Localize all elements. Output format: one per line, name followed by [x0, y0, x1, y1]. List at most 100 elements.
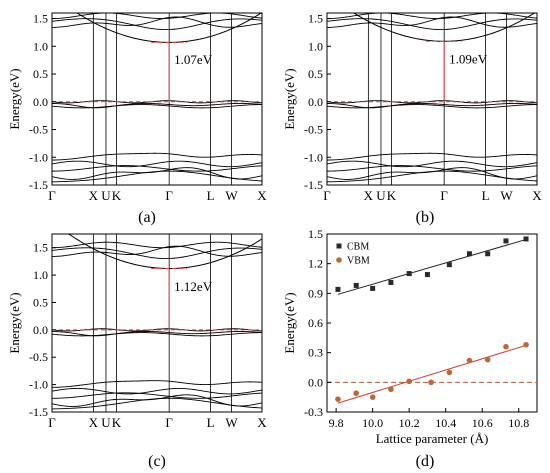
k-point-label: X	[89, 188, 99, 203]
gap-label-c: 1.12eV	[174, 279, 213, 294]
cbm-point	[424, 272, 430, 278]
y-tick-label: 1.5	[33, 241, 48, 255]
legend-marker-cbm	[336, 243, 342, 249]
vbm-point	[335, 396, 341, 402]
y-tick-label: -1.5	[304, 178, 323, 192]
k-point-label: W	[225, 415, 238, 430]
k-point-label: L	[207, 415, 215, 430]
vbm-point	[484, 356, 491, 363]
valence-band	[51, 331, 263, 337]
axes-frame-a	[51, 12, 263, 186]
panel-label-d: (d)	[416, 453, 435, 470]
x-tick-label: 10.4	[435, 416, 456, 430]
valence-band	[326, 170, 538, 183]
y-tick-label: -0.3	[304, 405, 323, 419]
y-tick-label: 0.0	[33, 323, 48, 337]
y-tick-label: 0.0	[33, 95, 48, 109]
valence-band	[327, 152, 538, 161]
axes-frame-c	[51, 233, 263, 413]
vbm-point	[523, 341, 529, 348]
conduction-band	[327, 12, 537, 42]
cbm-point	[353, 282, 359, 288]
gap-label-b: 1.09eV	[449, 52, 488, 67]
legend-d: CBM VBM	[336, 242, 370, 267]
valence-band	[51, 332, 263, 337]
k-point-label: K	[387, 188, 397, 203]
y-tick-label: 0.0	[308, 95, 323, 109]
fit-lines-d	[337, 238, 529, 404]
vbm-point	[353, 390, 360, 397]
conduction-band	[326, 18, 538, 31]
x-tick-label: 10.0	[362, 416, 383, 430]
valence-band	[326, 104, 537, 109]
cbm-point	[466, 251, 472, 257]
highsym-lines-a	[92, 13, 232, 185]
y-tick-label: 0.3	[308, 346, 323, 360]
legend-label: CBM	[347, 242, 369, 253]
conduction-band	[51, 16, 263, 28]
cbm-point	[406, 271, 412, 277]
cbm-point	[503, 238, 509, 244]
valence-band	[51, 392, 263, 399]
conduction-band	[51, 12, 263, 20]
conduction-band	[326, 16, 538, 28]
valence-band	[51, 387, 263, 395]
cbm-point	[388, 279, 394, 285]
vbm-point	[503, 343, 509, 350]
k-point-label: X	[257, 188, 267, 203]
y-axis-label-d: Energy(eV)	[282, 292, 297, 353]
cbm-point	[485, 251, 491, 257]
valence-band	[326, 160, 538, 168]
valence-band	[326, 102, 538, 109]
vbm-point	[428, 379, 434, 386]
panel-d: 9.8 10.0 10.2 10.4 10.6 10.8 1.5 1.2 0.9 0.6 0.3 0…	[282, 227, 538, 470]
valence-band	[52, 152, 263, 161]
x-tick-label: 10.2	[399, 416, 420, 430]
conduction-band	[51, 18, 263, 31]
k-point-label: W	[225, 188, 238, 203]
vbm-point	[446, 369, 453, 376]
vbm-point	[369, 394, 376, 400]
scatter-points-d	[335, 236, 529, 402]
y-tick-label: -1.5	[29, 178, 48, 192]
highsym-lines-c	[92, 234, 232, 412]
k-point-label: Γ	[165, 415, 173, 430]
k-point-label: Γ	[48, 188, 56, 203]
y-tick-label: 1.2	[308, 257, 323, 271]
y-tick-label: 1.0	[33, 39, 48, 53]
y-tick-label: 0.5	[308, 67, 323, 81]
k-point-label: X	[89, 415, 99, 430]
conduction-band	[51, 241, 263, 249]
fit-line-vbm	[337, 344, 529, 404]
band-lines-a	[51, 12, 263, 183]
k-point-label: X	[257, 415, 267, 430]
y-ticks-b: 1.5 1.0 0.5 0.0 -0.5 -1.0 -1.5	[304, 12, 331, 192]
y-tick-label: 1.5	[308, 12, 323, 26]
axes-frame-b	[326, 12, 538, 186]
k-point-label: U	[101, 188, 111, 203]
highsym-lines-b	[367, 13, 507, 185]
k-point-label: K	[112, 188, 122, 203]
k-point-label: Γ	[323, 188, 331, 203]
y-tick-label: 1.0	[308, 39, 323, 53]
k-point-label: U	[101, 415, 111, 430]
panel-label-b: (b)	[416, 209, 435, 226]
y-tick-label: 0.9	[308, 286, 323, 300]
x-tick-label: 9.8	[329, 416, 344, 430]
y-tick-label: -1.0	[304, 150, 323, 164]
x-tick-label: 10.8	[508, 416, 529, 430]
k-point-label: Γ	[165, 188, 173, 203]
valence-band	[51, 165, 263, 172]
valence-band	[52, 380, 263, 388]
y-tick-label: -0.5	[29, 123, 48, 137]
cbm-point	[523, 236, 529, 242]
k-point-label: K	[112, 415, 122, 430]
y-tick-label: 0.5	[33, 295, 48, 309]
cbm-point	[446, 262, 452, 268]
y-tick-label: -1.0	[29, 378, 48, 392]
y-tick-label: -0.5	[29, 350, 48, 364]
